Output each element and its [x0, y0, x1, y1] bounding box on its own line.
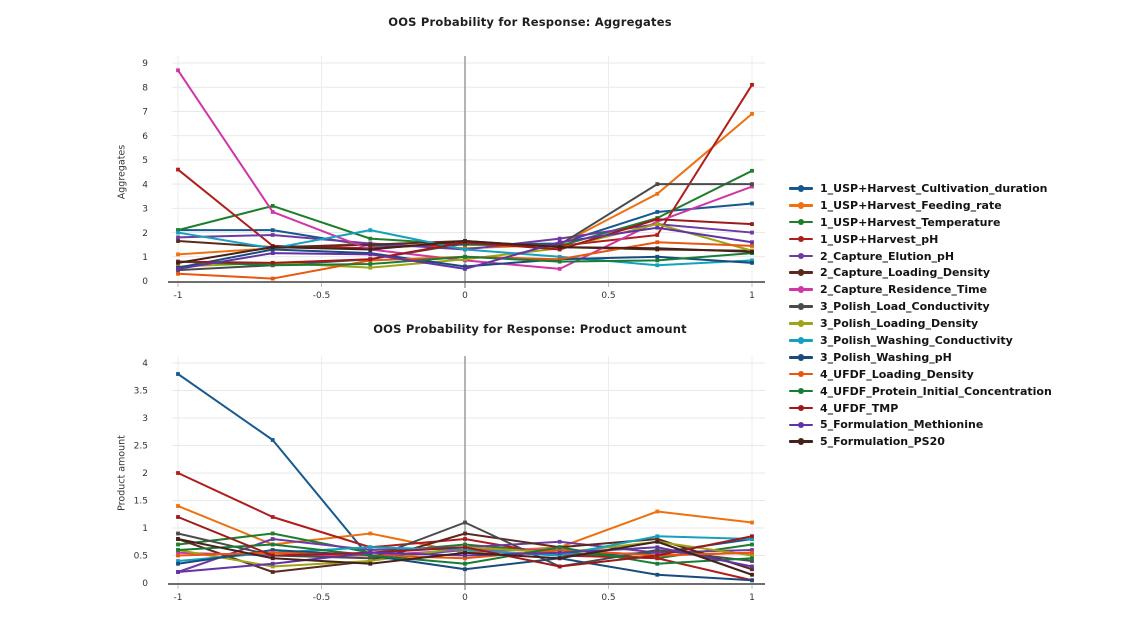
legend-item-1_USP+Harvest_Cultivation_duration: 1_USP+Harvest_Cultivation_duration — [789, 180, 1052, 197]
legend-marker-icon — [789, 285, 813, 295]
legend-item-2_Capture_Loading_Density: 2_Capture_Loading_Density — [789, 264, 1052, 281]
legend-item-1_USP+Harvest_Feeding_rate: 1_USP+Harvest_Feeding_rate — [789, 197, 1052, 214]
legend-label: 5_Formulation_Methionine — [820, 418, 984, 432]
svg-text:-0.5: -0.5 — [313, 291, 331, 301]
svg-text:8: 8 — [142, 83, 148, 93]
series-lines — [176, 372, 754, 583]
legend-label: 2_Capture_Elution_pH — [820, 249, 955, 263]
svg-text:0: 0 — [462, 593, 468, 603]
svg-text:0.5: 0.5 — [601, 593, 615, 603]
legend-marker-icon — [789, 200, 813, 210]
svg-text:1: 1 — [142, 524, 148, 534]
legend-marker-icon — [789, 251, 813, 261]
legend-marker-icon — [789, 437, 813, 447]
legend-label: 5_Formulation_PS20 — [820, 435, 945, 449]
product-amount-chart-title: OOS Probability for Response: Product am… — [373, 322, 687, 336]
aggregates-chart: 0 1 2 3 4 5 6 7 8 9 -1 -0.5 0 0.5 1 — [142, 56, 765, 301]
svg-text:-1: -1 — [174, 593, 183, 603]
legend-label: 1_USP+Harvest_Temperature — [820, 215, 1001, 229]
legend-item-5_Formulation_PS20: 5_Formulation_PS20 — [789, 433, 1052, 450]
svg-text:3: 3 — [142, 414, 148, 424]
legend-label: 3_Polish_Load_Conductivity — [820, 300, 990, 314]
svg-text:7: 7 — [142, 108, 148, 118]
x-tick-labels: -1 -0.5 0 0.5 1 — [174, 593, 755, 603]
legend-label: 1_USP+Harvest_Cultivation_duration — [820, 181, 1048, 195]
product-amount-y-axis-label: Product amount — [116, 435, 128, 511]
legend-marker-icon — [789, 217, 813, 227]
svg-text:-1: -1 — [174, 291, 183, 301]
legend-marker-icon — [789, 352, 813, 362]
svg-text:6: 6 — [142, 132, 148, 142]
legend-label: 3_Polish_Washing_pH — [820, 350, 952, 364]
legend-marker-icon — [789, 420, 813, 430]
legend-marker-icon — [789, 335, 813, 345]
legend-item-4_UFDF_TMP: 4_UFDF_TMP — [789, 400, 1052, 417]
svg-text:2.5: 2.5 — [134, 442, 148, 452]
legend-marker-icon — [789, 183, 813, 193]
legend-item-1_USP+Harvest_pH: 1_USP+Harvest_pH — [789, 231, 1052, 248]
svg-text:3: 3 — [142, 205, 148, 215]
legend-marker-icon — [789, 403, 813, 413]
series-4_UFDF_Protein_Initial_Concentration — [176, 542, 754, 566]
svg-text:0: 0 — [462, 291, 468, 301]
svg-text:1: 1 — [749, 291, 755, 301]
legend-marker-icon — [789, 234, 813, 244]
legend-item-4_UFDF_Loading_Density: 4_UFDF_Loading_Density — [789, 366, 1052, 383]
svg-text:0.5: 0.5 — [601, 291, 615, 301]
aggregates-chart-title: OOS Probability for Response: Aggregates — [388, 15, 672, 29]
legend-label: 2_Capture_Loading_Density — [820, 266, 991, 280]
svg-text:1: 1 — [142, 253, 148, 263]
legend-item-2_Capture_Residence_Time: 2_Capture_Residence_Time — [789, 281, 1052, 298]
svg-text:0: 0 — [142, 579, 148, 589]
legend-label: 4_UFDF_Loading_Density — [820, 367, 974, 381]
series-5_Formulation_Methionine — [176, 545, 754, 574]
legend-item-4_UFDF_Protein_Initial_Concentration: 4_UFDF_Protein_Initial_Concentration — [789, 383, 1052, 400]
legend-label: 2_Capture_Residence_Time — [820, 283, 988, 297]
series-5_Formulation_PS20 — [176, 537, 754, 577]
legend-label: 3_Polish_Washing_Conductivity — [820, 333, 1013, 347]
legend-item-2_Capture_Elution_pH: 2_Capture_Elution_pH — [789, 248, 1052, 265]
legend-marker-icon — [789, 386, 813, 396]
legend-item-1_USP+Harvest_Temperature: 1_USP+Harvest_Temperature — [789, 214, 1052, 231]
legend-item-3_Polish_Washing_pH: 3_Polish_Washing_pH — [789, 349, 1052, 366]
aggregates-y-axis-label: Aggregates — [116, 144, 128, 200]
product-amount-chart: 0 0.5 1 1.5 2 2.5 3 3.5 4 -1 -0.5 0 0.5 1 — [134, 356, 765, 603]
legend: 1_USP+Harvest_Cultivation_duration 1_USP+… — [789, 180, 1052, 450]
svg-text:3.5: 3.5 — [134, 387, 148, 397]
legend-marker-icon — [789, 302, 813, 312]
svg-text:4: 4 — [142, 180, 148, 190]
legend-marker-icon — [789, 319, 813, 329]
legend-item-3_Polish_Load_Conductivity: 3_Polish_Load_Conductivity — [789, 298, 1052, 315]
legend-item-3_Polish_Washing_Conductivity: 3_Polish_Washing_Conductivity — [789, 332, 1052, 349]
series-lines — [176, 68, 754, 281]
svg-text:1: 1 — [749, 593, 755, 603]
series-5_Formulation_PS20 — [176, 239, 754, 265]
svg-text:-0.5: -0.5 — [313, 593, 331, 603]
svg-text:0.5: 0.5 — [134, 552, 148, 562]
legend-label: 3_Polish_Loading_Density — [820, 317, 979, 331]
x-tick-labels: -1 -0.5 0 0.5 1 — [174, 291, 755, 301]
svg-text:0: 0 — [142, 277, 148, 287]
legend-marker-icon — [789, 369, 813, 379]
legend-item-3_Polish_Loading_Density: 3_Polish_Loading_Density — [789, 315, 1052, 332]
legend-label: 4_UFDF_Protein_Initial_Concentration — [820, 384, 1052, 398]
legend-label: 1_USP+Harvest_Feeding_rate — [820, 198, 1002, 212]
svg-text:2: 2 — [142, 229, 148, 239]
svg-text:4: 4 — [142, 359, 148, 369]
legend-label: 1_USP+Harvest_pH — [820, 232, 939, 246]
series-5_Formulation_Methionine — [176, 225, 754, 271]
legend-label: 4_UFDF_TMP — [820, 401, 899, 415]
svg-text:5: 5 — [142, 156, 148, 166]
y-tick-labels: 0 1 2 3 4 5 6 7 8 9 — [142, 59, 148, 287]
svg-text:2: 2 — [142, 469, 148, 479]
legend-item-5_Formulation_Methionine: 5_Formulation_Methionine — [789, 416, 1052, 433]
svg-text:1.5: 1.5 — [134, 497, 148, 507]
legend-marker-icon — [789, 268, 813, 278]
svg-text:9: 9 — [142, 59, 148, 69]
y-tick-labels: 0 0.5 1 1.5 2 2.5 3 3.5 4 — [134, 359, 149, 589]
